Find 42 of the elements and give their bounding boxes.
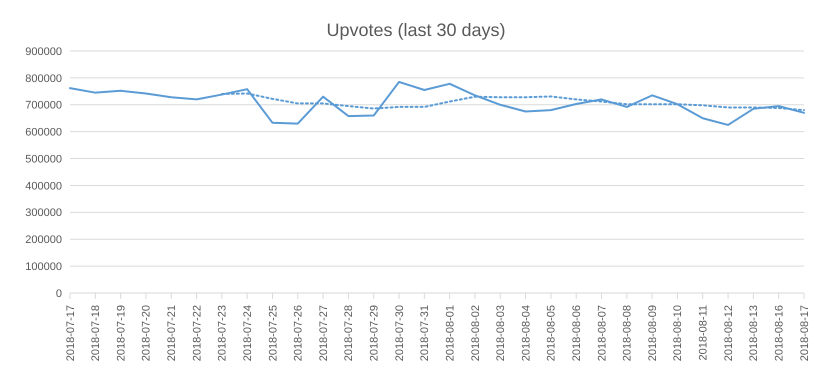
x-tick-label: 2018-07-20 (140, 305, 153, 362)
chart-title: Upvotes (last 30 days) (325, 19, 507, 42)
x-tick-label: 2018-07-26 (292, 305, 305, 362)
x-tick-label: 2018-07-19 (115, 305, 128, 362)
x-tick-label: 2018-07-24 (242, 305, 254, 362)
x-tick-label: 2018-07-30 (394, 305, 406, 362)
x-tick-label: 2018-08-09 (646, 305, 659, 362)
y-tick-label: 800000 (25, 72, 62, 85)
line-series (69, 80, 805, 126)
y-tick-label: 700000 (25, 100, 62, 112)
y-tick-label: 400000 (25, 180, 62, 192)
x-tick-label: 2018-08-02 (470, 305, 482, 362)
y-tick-label: 500000 (25, 153, 62, 166)
x-tick-label: 2018-07-17 (64, 305, 77, 362)
x-tick-label: 2018-07-28 (343, 305, 356, 362)
y-tick-label: 600000 (25, 126, 62, 139)
x-tick-label: 2018-07-22 (191, 305, 204, 362)
x-tick-label: 2018-07-31 (419, 305, 432, 362)
x-tick-label: 2018-07-27 (318, 305, 330, 362)
x-tick-label: 2018-08-05 (546, 305, 558, 362)
x-tick-label: 2018-07-25 (267, 305, 280, 362)
x-tick-label: 2018-08-06 (571, 305, 584, 362)
x-tick-label: 2018-08-13 (748, 305, 760, 362)
x-tick-label: 2018-07-23 (216, 305, 229, 362)
x-tick-label: 2018-07-29 (368, 305, 381, 362)
y-tick-label: 300000 (25, 207, 62, 220)
x-tick-label: 2018-08-04 (520, 305, 532, 362)
x-tick-label: 2018-08-17 (798, 305, 811, 362)
y-tick-label: 100000 (25, 261, 62, 274)
y-tick-label: 0 (56, 288, 62, 300)
x-tick-label: 2018-08-03 (495, 305, 508, 362)
x-tick-label: 2018-08-08 (622, 305, 634, 362)
y-tick-label: 900000 (25, 46, 62, 58)
y-tick-label: 200000 (25, 234, 62, 246)
x-tick-label: 2018-08-12 (722, 305, 735, 362)
x-tick-label: 2018-08-11 (698, 305, 710, 360)
x-tick-label: 2018-08-16 (774, 305, 786, 362)
x-tick-label: 2018-07-18 (90, 305, 102, 362)
x-tick-label: 2018-08-01 (444, 305, 456, 362)
x-tick-label: 2018-07-21 (166, 305, 178, 362)
x-tick-label: 2018-08-10 (672, 305, 684, 362)
x-tick-label: 2018-08-07 (596, 305, 608, 362)
